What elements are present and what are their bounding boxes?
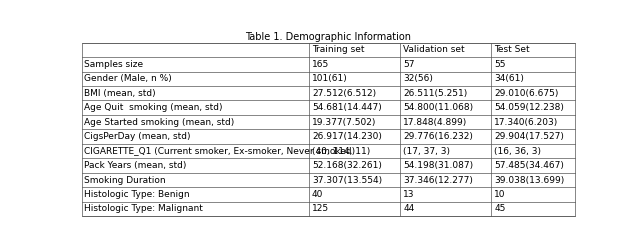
Text: 27.512(6.512): 27.512(6.512) [312, 89, 376, 98]
Text: 54.059(12.238): 54.059(12.238) [494, 103, 564, 112]
Text: 32(56): 32(56) [403, 74, 433, 83]
Text: 40: 40 [312, 190, 323, 199]
Text: 165: 165 [312, 60, 329, 69]
Text: 34(61): 34(61) [494, 74, 524, 83]
Text: 26.917(14.230): 26.917(14.230) [312, 132, 382, 141]
Text: 17.848(4.899): 17.848(4.899) [403, 118, 467, 127]
Text: 45: 45 [494, 204, 506, 213]
Text: 39.038(13.699): 39.038(13.699) [494, 175, 564, 184]
Text: Training set: Training set [312, 45, 365, 54]
Text: 44: 44 [403, 204, 414, 213]
Text: 54.198(31.087): 54.198(31.087) [403, 161, 473, 170]
Text: 37.346(12.277): 37.346(12.277) [403, 175, 473, 184]
Text: 17.340(6.203): 17.340(6.203) [494, 118, 559, 127]
Text: 52.168(32.261): 52.168(32.261) [312, 161, 382, 170]
Text: (40, 114, 11): (40, 114, 11) [312, 147, 371, 156]
Text: (17, 37, 3): (17, 37, 3) [403, 147, 450, 156]
Text: 29.904(17.527): 29.904(17.527) [494, 132, 564, 141]
Text: Age Quit  smoking (mean, std): Age Quit smoking (mean, std) [84, 103, 223, 112]
Text: Validation set: Validation set [403, 45, 465, 54]
Text: 13: 13 [403, 190, 415, 199]
Text: Test Set: Test Set [494, 45, 530, 54]
Text: 101(61): 101(61) [312, 74, 348, 83]
Text: CIGARETTE_Q1 (Current smoker, Ex-smoker, Never smoked): CIGARETTE_Q1 (Current smoker, Ex-smoker,… [84, 147, 355, 156]
Text: BMI (mean, std): BMI (mean, std) [84, 89, 156, 98]
Text: 19.377(7.502): 19.377(7.502) [312, 118, 376, 127]
Text: Histologic Type: Benign: Histologic Type: Benign [84, 190, 189, 199]
Text: 29.010(6.675): 29.010(6.675) [494, 89, 559, 98]
Text: Age Started smoking (mean, std): Age Started smoking (mean, std) [84, 118, 234, 127]
Text: 125: 125 [312, 204, 329, 213]
Text: (16, 36, 3): (16, 36, 3) [494, 147, 541, 156]
Text: 29.776(16.232): 29.776(16.232) [403, 132, 473, 141]
Text: Samples size: Samples size [84, 60, 143, 69]
Text: Histologic Type: Malignant: Histologic Type: Malignant [84, 204, 203, 213]
Text: Gender (Male, n %): Gender (Male, n %) [84, 74, 172, 83]
Text: 55: 55 [494, 60, 506, 69]
Text: Table 1. Demographic Information: Table 1. Demographic Information [245, 32, 411, 42]
Text: Pack Years (mean, std): Pack Years (mean, std) [84, 161, 186, 170]
Text: 54.800(11.068): 54.800(11.068) [403, 103, 473, 112]
Text: 26.511(5.251): 26.511(5.251) [403, 89, 467, 98]
Text: 37.307(13.554): 37.307(13.554) [312, 175, 382, 184]
Text: 57: 57 [403, 60, 415, 69]
Text: CigsPerDay (mean, std): CigsPerDay (mean, std) [84, 132, 191, 141]
Text: 10: 10 [494, 190, 506, 199]
Text: Smoking Duration: Smoking Duration [84, 175, 166, 184]
Text: 54.681(14.447): 54.681(14.447) [312, 103, 382, 112]
Text: 57.485(34.467): 57.485(34.467) [494, 161, 564, 170]
